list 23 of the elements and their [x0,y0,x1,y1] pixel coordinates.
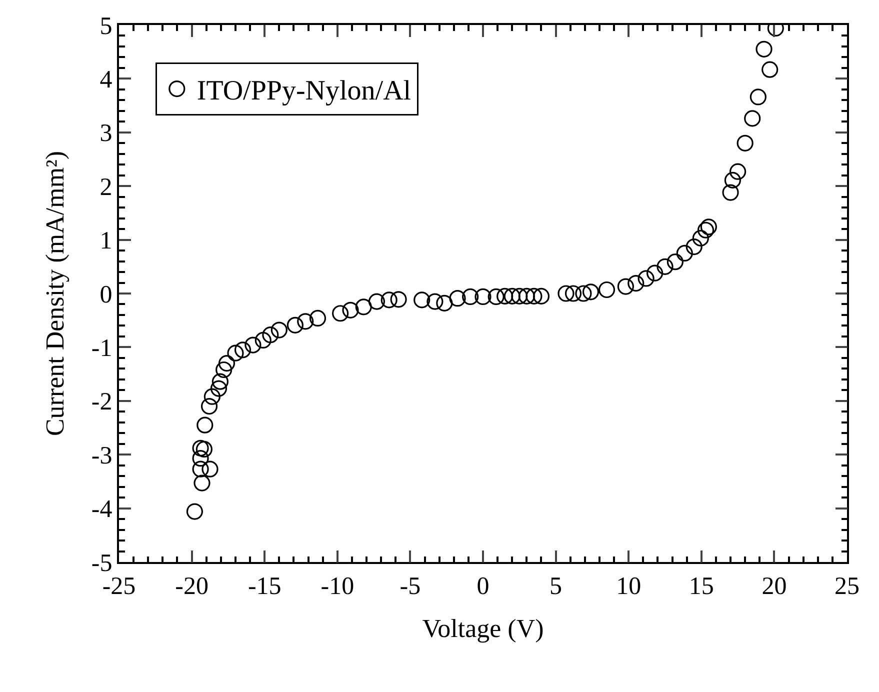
x-tick-label: -20 [175,572,208,600]
y-tick-label: -4 [91,496,113,524]
x-axis-title: Voltage (V) [422,614,544,643]
y-tick-label: -3 [91,442,112,470]
y-tick-label: 0 [100,281,112,308]
x-tick-label: 25 [834,572,860,600]
y-tick-label: 2 [100,174,112,201]
y-tick-label: 3 [100,120,112,148]
x-tick-label: -5 [400,572,421,600]
y-tick-label: 1 [100,228,112,255]
y-tick-label: 4 [100,66,113,94]
y-tick-label: -1 [91,334,112,362]
y-tick-label: 5 [100,12,112,40]
x-tick-label: 5 [550,572,562,600]
x-tick-label: 15 [688,572,714,600]
x-tick-label: 10 [616,572,642,600]
x-tick-label: 0 [476,572,490,600]
x-tick-label: 20 [762,572,787,600]
x-tick-label: -10 [320,572,354,600]
x-tick-label: -15 [248,572,282,600]
y-axis-title: Current Density (mA/mm²) [40,150,70,436]
y-tick-label: -2 [91,388,112,416]
legend-label: ITO/PPy-Nylon/Al [196,76,412,107]
